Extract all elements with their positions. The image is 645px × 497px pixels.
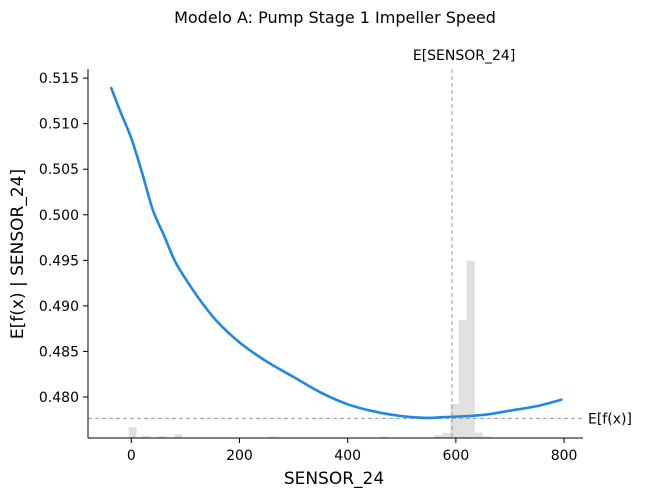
histogram-bar	[466, 260, 475, 438]
reference-lines-layer: E[SENSOR_24] E[f(x)]	[88, 48, 632, 438]
histogram-bar	[442, 432, 451, 438]
y-tick-label: 0.515	[39, 71, 79, 87]
y-tick-label: 0.510	[39, 117, 79, 133]
histogram-bar	[434, 435, 443, 438]
x-axis-title: SENSOR_24	[284, 469, 384, 489]
histogram-bar	[482, 436, 492, 438]
x-tick-label: 600	[443, 448, 470, 464]
histogram-bar	[458, 319, 467, 438]
y-tick-label: 0.505	[39, 162, 79, 178]
chart-title: Modelo A: Pump Stage 1 Impeller Speed	[174, 8, 496, 27]
histogram-bar	[450, 404, 459, 438]
histogram-layer	[128, 260, 492, 438]
histogram-bar	[474, 432, 483, 438]
y-tick-label: 0.480	[39, 390, 79, 406]
y-tick-label: 0.500	[39, 208, 79, 224]
x-tick-label: 400	[334, 448, 361, 464]
y-tick-label: 0.490	[39, 299, 79, 315]
axes-layer: 0 200 400 600 800 0.480 0.485 0.490 0.495 0.500 0.…	[39, 69, 583, 464]
y-tick-label: 0.485	[39, 344, 79, 360]
histogram-bar	[142, 435, 151, 438]
y-axis-title: E[f(x) | SENSOR_24]	[8, 169, 28, 339]
x-tick-label: 800	[551, 448, 578, 464]
histogram-bar	[174, 434, 183, 438]
mean-x-reference-label: E[SENSOR_24]	[413, 48, 515, 64]
x-tick-label: 200	[226, 448, 253, 464]
histogram-bar	[128, 426, 137, 438]
histogram-bar	[269, 436, 278, 438]
series-layer	[109, 86, 563, 420]
mean-y-reference-label: E[f(x)]	[588, 411, 632, 427]
y-tick-label: 0.495	[39, 253, 79, 269]
x-tick-label: 0	[127, 448, 136, 464]
histogram-bar	[380, 436, 389, 438]
histogram-bar	[158, 436, 167, 438]
series-line	[109, 86, 563, 420]
